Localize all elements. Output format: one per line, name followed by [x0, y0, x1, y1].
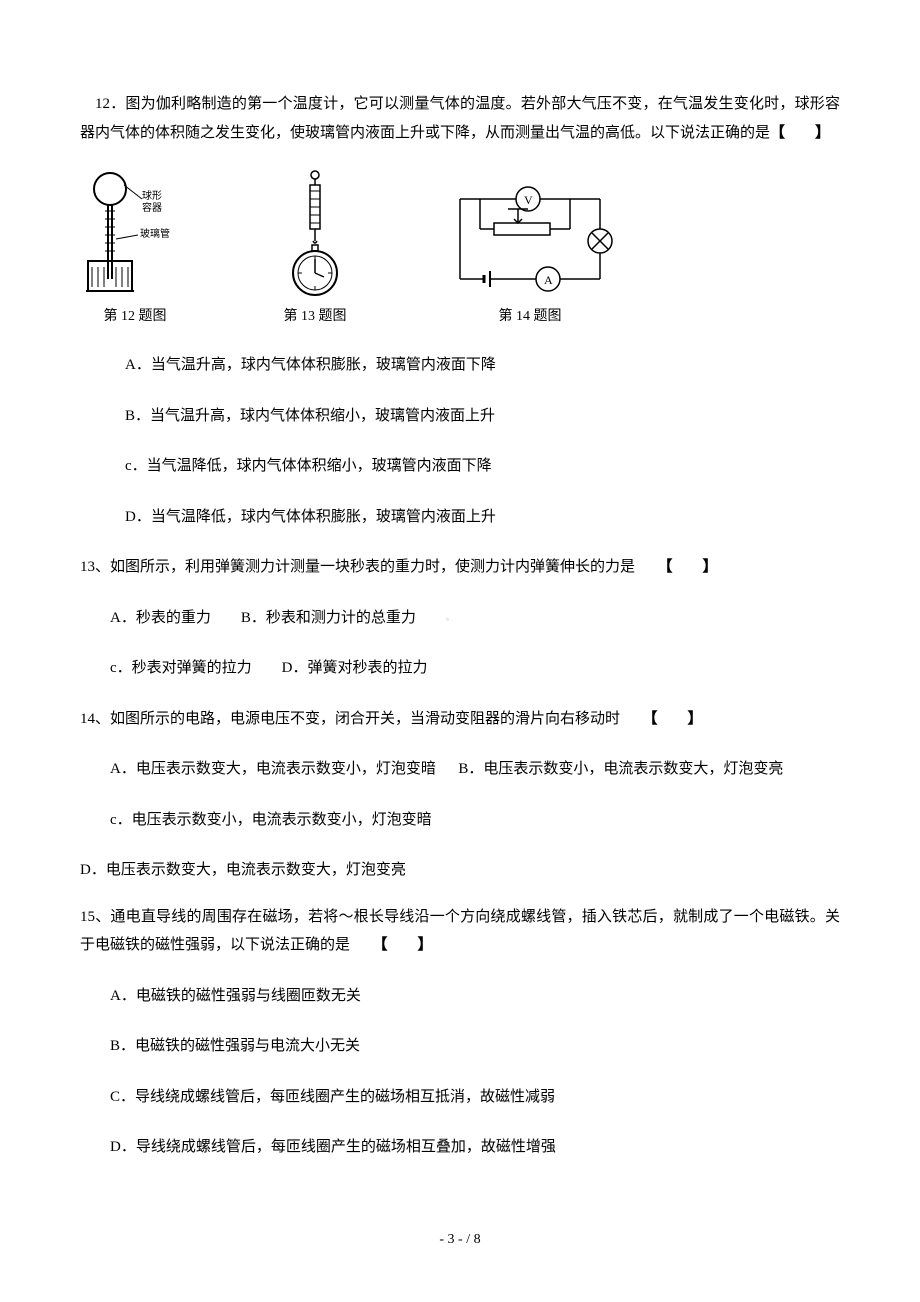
q12-text: 图为伽利略制造的第一个温度计，它可以测量气体的温度。若外部大气压不变，在气温发生… — [80, 96, 840, 141]
q12-stem: 12．图为伽利略制造的第一个温度计，它可以测量气体的温度。若外部大气压不变，在气… — [80, 90, 840, 147]
figure-row: 球形 容器 玻璃管 第 12 题图 — [80, 169, 840, 325]
figure-13: 第 13 题图 — [280, 169, 350, 325]
q15-bracket: 【 】 — [380, 937, 433, 953]
q15-option-a: A．电磁铁的磁性强弱与线圈匝数无关 — [80, 982, 840, 1011]
q14-options-ab: A．电压表示数变大，电流表示数变小，灯泡变暗B．电压表示数变小，电流表示数变大，… — [80, 755, 840, 784]
q14-bracket: 【 】 — [650, 711, 703, 727]
q13-options-cd: c．秒表对弹簧的拉力 D．弹簧对秒表的拉力 — [80, 654, 840, 683]
spring-scale-stopwatch-icon — [280, 169, 350, 299]
q15-option-b: B．电磁铁的磁性强弱与电流大小无关 — [80, 1032, 840, 1061]
figure-14: V A — [440, 179, 620, 325]
circuit-diagram-icon: V A — [440, 179, 620, 299]
q12-bracket: 【 】 — [770, 125, 830, 141]
q13-options-ab: A．秒表的重力 B．秒表和测力计的总重力 ▫ — [80, 604, 840, 633]
q14-text: 如图所示的电路，电源电压不变，闭合开关，当滑动变阻器的滑片向右移动时 — [110, 711, 620, 727]
figure-14-caption: 第 14 题图 — [440, 305, 620, 325]
figure-13-caption: 第 13 题图 — [280, 305, 350, 325]
q12-option-d: D．当气温降低，球内气体体积膨胀，玻璃管内液面上升 — [80, 503, 840, 532]
q12-option-c: c．当气温降低，球内气体体积缩小，玻璃管内液面下降 — [80, 452, 840, 481]
svg-text:容器: 容器 — [142, 201, 162, 214]
thermometer-galileo-icon: 球形 容器 玻璃管 — [80, 169, 190, 299]
q13-bracket: 【 】 — [665, 559, 718, 575]
page-number: - 3 - / 8 — [0, 1232, 920, 1248]
q14-stem: 14、如图所示的电路，电源电压不变，闭合开关，当滑动变阻器的滑片向右移动时 【 … — [80, 705, 840, 734]
svg-text:V: V — [524, 193, 533, 207]
q14-number: 14、 — [80, 711, 110, 727]
q14-option-c: c．电压表示数变小，电流表示数变小，灯泡变暗 — [80, 806, 840, 835]
q12-number: 12． — [95, 96, 125, 112]
figure-12-caption: 第 12 题图 — [80, 305, 190, 325]
q13-text: 如图所示，利用弹簧测力计测量一块秒表的重力时，使测力计内弹簧伸长的力是 — [110, 559, 635, 575]
dot-icon: ▫ — [446, 615, 449, 624]
label-ball: 球形 — [142, 189, 162, 202]
q14-option-d: D．电压表示数变大，电流表示数变大，灯泡变亮 — [80, 856, 840, 885]
figure-12: 球形 容器 玻璃管 第 12 题图 — [80, 169, 190, 325]
label-tube: 玻璃管 — [140, 227, 170, 240]
q15-option-c: C．导线绕成螺线管后，每匝线圈产生的磁场相互抵消，故磁性减弱 — [80, 1083, 840, 1112]
q15-stem: 15、通电直导线的周围存在磁场，若将～根长导线沿一个方向绕成螺线管，插入铁芯后，… — [80, 903, 840, 960]
q12-option-a: A．当气温升高，球内气体体积膨胀，玻璃管内液面下降 — [80, 351, 840, 380]
q13-stem: 13、如图所示，利用弹簧测力计测量一块秒表的重力时，使测力计内弹簧伸长的力是 【… — [80, 553, 840, 582]
svg-text:A: A — [544, 273, 553, 287]
q13-number: 13、 — [80, 559, 110, 575]
q12-option-b: B．当气温升高，球内气体体积缩小，玻璃管内液面上升 — [80, 402, 840, 431]
q15-number: 15、 — [80, 909, 110, 925]
q15-option-d: D．导线绕成螺线管后，每匝线圈产生的磁场相互叠加，故磁性增强 — [80, 1133, 840, 1162]
q15-text: 通电直导线的周围存在磁场，若将～根长导线沿一个方向绕成螺线管，插入铁芯后，就制成… — [80, 909, 840, 954]
